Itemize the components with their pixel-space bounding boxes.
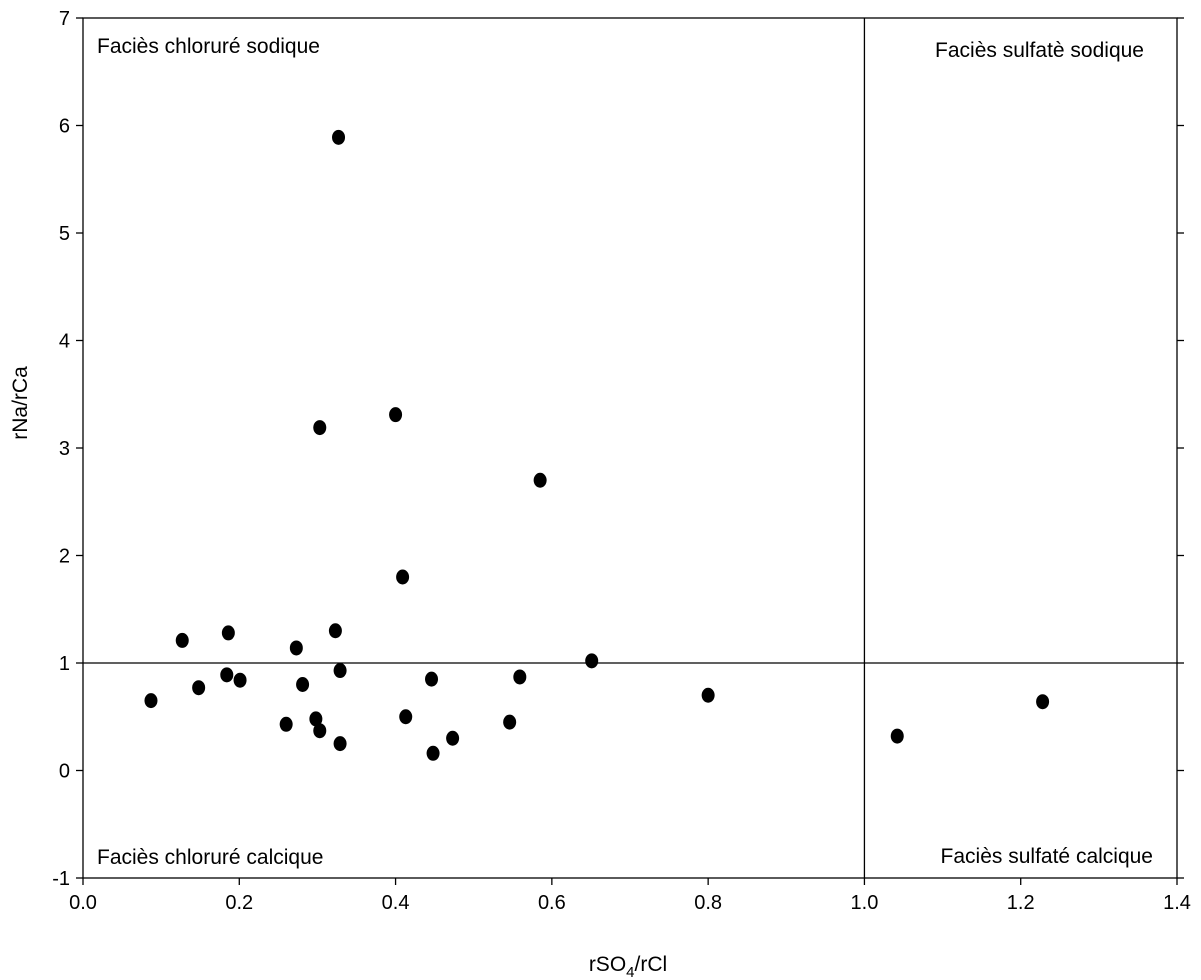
x-tick-label: 1.0 bbox=[851, 892, 879, 914]
data-point bbox=[389, 407, 403, 423]
x-tick-label: 0.8 bbox=[694, 892, 722, 914]
y-tick-label: 2 bbox=[59, 546, 70, 568]
y-tick-label: -1 bbox=[52, 868, 70, 890]
x-axis-title-subscript: 4 bbox=[626, 964, 634, 980]
data-point bbox=[533, 472, 547, 488]
data-point bbox=[144, 693, 158, 709]
data-point bbox=[220, 667, 234, 683]
data-point bbox=[233, 672, 247, 688]
x-tick-label: 1.4 bbox=[1163, 892, 1191, 914]
x-tick-label: 0.6 bbox=[538, 892, 566, 914]
data-point bbox=[701, 687, 715, 703]
data-point bbox=[221, 625, 235, 641]
data-point bbox=[446, 730, 460, 746]
y-tick-label: 7 bbox=[59, 8, 70, 30]
x-tick-label: 0.0 bbox=[69, 892, 97, 914]
data-point bbox=[313, 723, 327, 739]
x-axis-title-suffix: /rCl bbox=[635, 953, 668, 976]
data-point bbox=[396, 569, 410, 585]
data-point bbox=[426, 745, 440, 761]
data-point bbox=[513, 669, 527, 685]
quadrant-label-bottom-right: Faciès sulfaté calcique bbox=[941, 845, 1153, 868]
data-point bbox=[328, 623, 342, 639]
data-point bbox=[309, 711, 323, 727]
data-point bbox=[192, 680, 206, 696]
data-point bbox=[279, 716, 293, 732]
data-point bbox=[289, 640, 303, 656]
data-point bbox=[333, 663, 347, 679]
y-axis-title: rNa/rCa bbox=[9, 366, 32, 440]
y-tick-label: 1 bbox=[59, 653, 70, 675]
x-tick-label: 0.4 bbox=[382, 892, 410, 914]
data-point bbox=[296, 677, 310, 692]
data-point bbox=[890, 728, 904, 744]
data-point bbox=[333, 736, 347, 752]
data-point bbox=[332, 129, 346, 145]
x-axis-title: rSO4/rCl bbox=[589, 953, 667, 980]
data-point bbox=[175, 632, 189, 648]
y-tick-label: 0 bbox=[59, 761, 70, 783]
y-tick-label: 3 bbox=[59, 438, 70, 460]
y-tick-label: 4 bbox=[59, 331, 70, 353]
data-point bbox=[425, 671, 439, 687]
data-point bbox=[503, 714, 517, 730]
data-point bbox=[585, 653, 599, 669]
quadrant-label-top-left: Faciès chloruré sodique bbox=[97, 35, 320, 58]
x-axis-title-prefix: rSO bbox=[589, 953, 626, 976]
y-tick-label: 5 bbox=[59, 223, 70, 245]
x-tick-label: 1.2 bbox=[1007, 892, 1035, 914]
x-tick-label: 0.2 bbox=[225, 892, 253, 914]
plot-frame bbox=[82, 17, 1178, 879]
quadrant-label-top-right: Faciès sulfatè sodique bbox=[935, 39, 1144, 62]
data-point bbox=[1036, 694, 1050, 710]
data-point bbox=[399, 709, 413, 725]
data-point bbox=[313, 420, 327, 436]
y-tick-label: 6 bbox=[59, 116, 70, 138]
quadrant-label-bottom-left: Faciès chloruré calcique bbox=[97, 846, 323, 869]
